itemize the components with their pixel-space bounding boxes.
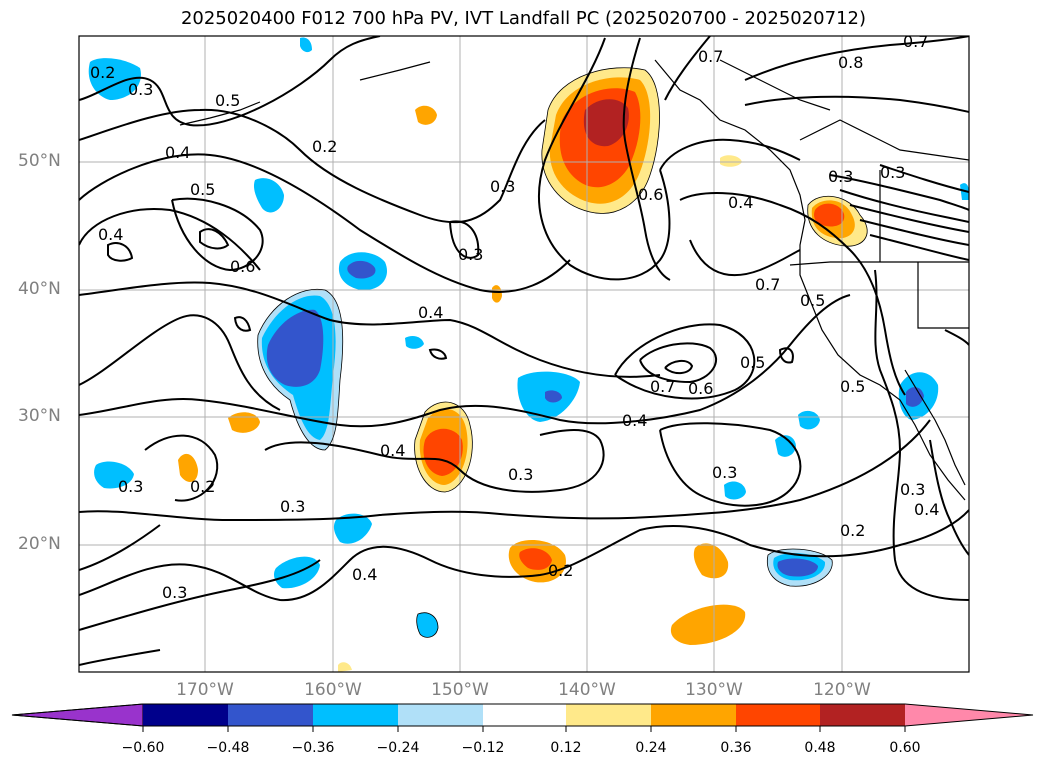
colorbar-bin: [143, 704, 228, 726]
colorbar-tick-label: 0.12: [550, 740, 582, 756]
lat-tick-label: 20°N: [18, 534, 61, 554]
contour-label: 0.6: [688, 379, 713, 398]
contour-label: 0.3: [900, 480, 925, 499]
colorbar-tick-label: 0.36: [720, 740, 752, 756]
colorbar-tick-label: −0.60: [121, 740, 165, 756]
lon-tick-label: 150°W: [431, 680, 489, 700]
colorbar-bin: [483, 704, 566, 726]
contour-label-group: 0.2 0.3 0.5 0.4 0.2 0.5 0.4 0.6 0.3 0.3 …: [90, 32, 939, 602]
contour-label: 0.8: [838, 53, 863, 72]
contour-label: 0.3: [280, 497, 305, 516]
map-frame: [78, 35, 970, 673]
contour-label: 0.3: [508, 465, 533, 484]
contour-label: 0.5: [800, 291, 825, 310]
colorbar-bin: [228, 704, 313, 726]
lat-tick-label: 30°N: [18, 406, 61, 426]
colorbar-tick-label: 0.24: [635, 740, 667, 756]
contour-label: 0.4: [728, 193, 753, 212]
contour-label: 0.6: [638, 185, 663, 204]
colorbar-tick-label: 0.60: [889, 740, 921, 756]
colorbar-tick-label: 0.48: [804, 740, 836, 756]
contour-label: 0.3: [458, 245, 483, 264]
contour-label: 0.4: [165, 143, 190, 162]
coastline: [179, 59, 969, 501]
colorbar-bin: [820, 704, 905, 726]
colorbar-max-extend: [905, 704, 1033, 726]
lon-tick-label: 170°W: [176, 680, 234, 700]
contour-label: 0.2: [190, 477, 215, 496]
contour-label: 0.3: [828, 167, 853, 186]
colorbar-min-extend: [11, 703, 144, 727]
contour-label: 0.5: [740, 353, 765, 372]
lat-tick-label: 40°N: [18, 279, 61, 299]
contour-label: 0.3: [118, 477, 143, 496]
contour-label: 0.3: [162, 583, 187, 602]
contour-label: 0.4: [418, 303, 443, 322]
colorbar-tick-label: −0.48: [206, 740, 250, 756]
colorbar: [11, 703, 1034, 732]
colorbar-bin: [736, 704, 820, 726]
contour-label: 0.4: [914, 500, 939, 519]
colorbar-tick-label: −0.12: [461, 740, 505, 756]
contour-label: 0.5: [190, 180, 215, 199]
colorbar-tick-label: −0.36: [291, 740, 335, 756]
contour-label: 0.4: [352, 565, 377, 584]
contour-label: 0.4: [622, 411, 647, 430]
contour-label: 0.2: [90, 63, 115, 82]
contour-label: 0.2: [548, 561, 573, 580]
graticule: [79, 36, 969, 672]
contour-label: 0.4: [380, 441, 405, 460]
lat-tick-label: 50°N: [18, 151, 61, 171]
contour-label: 0.3: [880, 163, 905, 182]
contour-label: 0.3: [490, 177, 515, 196]
colorbar-bin: [651, 704, 736, 726]
pv-shading: [88, 37, 969, 672]
contour-label: 0.3: [712, 463, 737, 482]
contour-label: 0.5: [215, 91, 240, 110]
contour-label: 0.2: [840, 521, 865, 540]
lon-tick-label: 160°W: [304, 680, 362, 700]
negative-anomaly-small: [88, 37, 969, 638]
negative-anomaly-central: [257, 289, 343, 450]
contour-label: 0.7: [755, 275, 780, 294]
colorbar-bin: [313, 704, 398, 726]
anomaly-outlines: [257, 67, 868, 638]
lon-tick-label: 130°W: [685, 680, 743, 700]
colorbar-tick-label: −0.24: [376, 740, 420, 756]
lon-tick-label: 120°W: [813, 680, 871, 700]
contour-label: 0.6: [230, 257, 255, 276]
contour-label: 0.3: [128, 80, 153, 99]
contour-label: 0.7: [698, 47, 723, 66]
contour-label: 0.7: [903, 32, 928, 51]
positive-anomaly-oregon: [807, 196, 868, 247]
contour-label: 0.2: [312, 137, 337, 156]
lon-tick-label: 140°W: [558, 680, 616, 700]
contour-lines: [79, 36, 969, 666]
colorbar-bin: [566, 704, 651, 726]
contour-label: 0.7: [650, 377, 675, 396]
contour-label: 0.4: [98, 225, 123, 244]
colorbar-bin: [398, 704, 483, 726]
map-title: 2025020400 F012 700 hPa PV, IVT Landfall…: [180, 8, 867, 29]
contour-label: 0.5: [840, 377, 865, 396]
